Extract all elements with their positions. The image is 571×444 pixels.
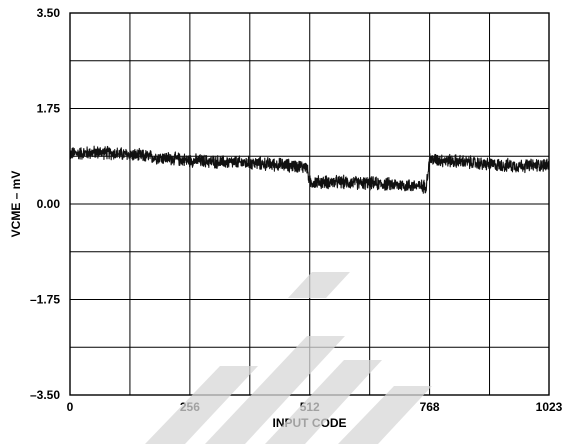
watermark	[145, 272, 432, 444]
watermark-band-1	[205, 336, 345, 444]
watermark-band-4	[288, 272, 350, 298]
y-axis-title: VCME – mV	[9, 171, 23, 238]
plot-frame	[69, 12, 550, 396]
x-tick-label-3: 768	[420, 400, 440, 414]
x-tick-label-0: 0	[67, 400, 74, 414]
series-line-0	[69, 145, 550, 194]
y-tick-label-1: 1.75	[37, 102, 61, 116]
series-layer	[69, 145, 550, 194]
y-tick-label-4: –3.50	[30, 388, 60, 402]
y-tick-label-2: 0.00	[37, 197, 61, 211]
watermark-band-2	[265, 360, 382, 444]
x-tick-label-4: 1023	[536, 400, 563, 414]
watermark-band-0	[145, 366, 258, 444]
y-tick-label-0: 3.50	[37, 6, 61, 20]
watermark-band-3	[338, 386, 432, 444]
y-tick-label-3: –1.75	[30, 293, 60, 307]
